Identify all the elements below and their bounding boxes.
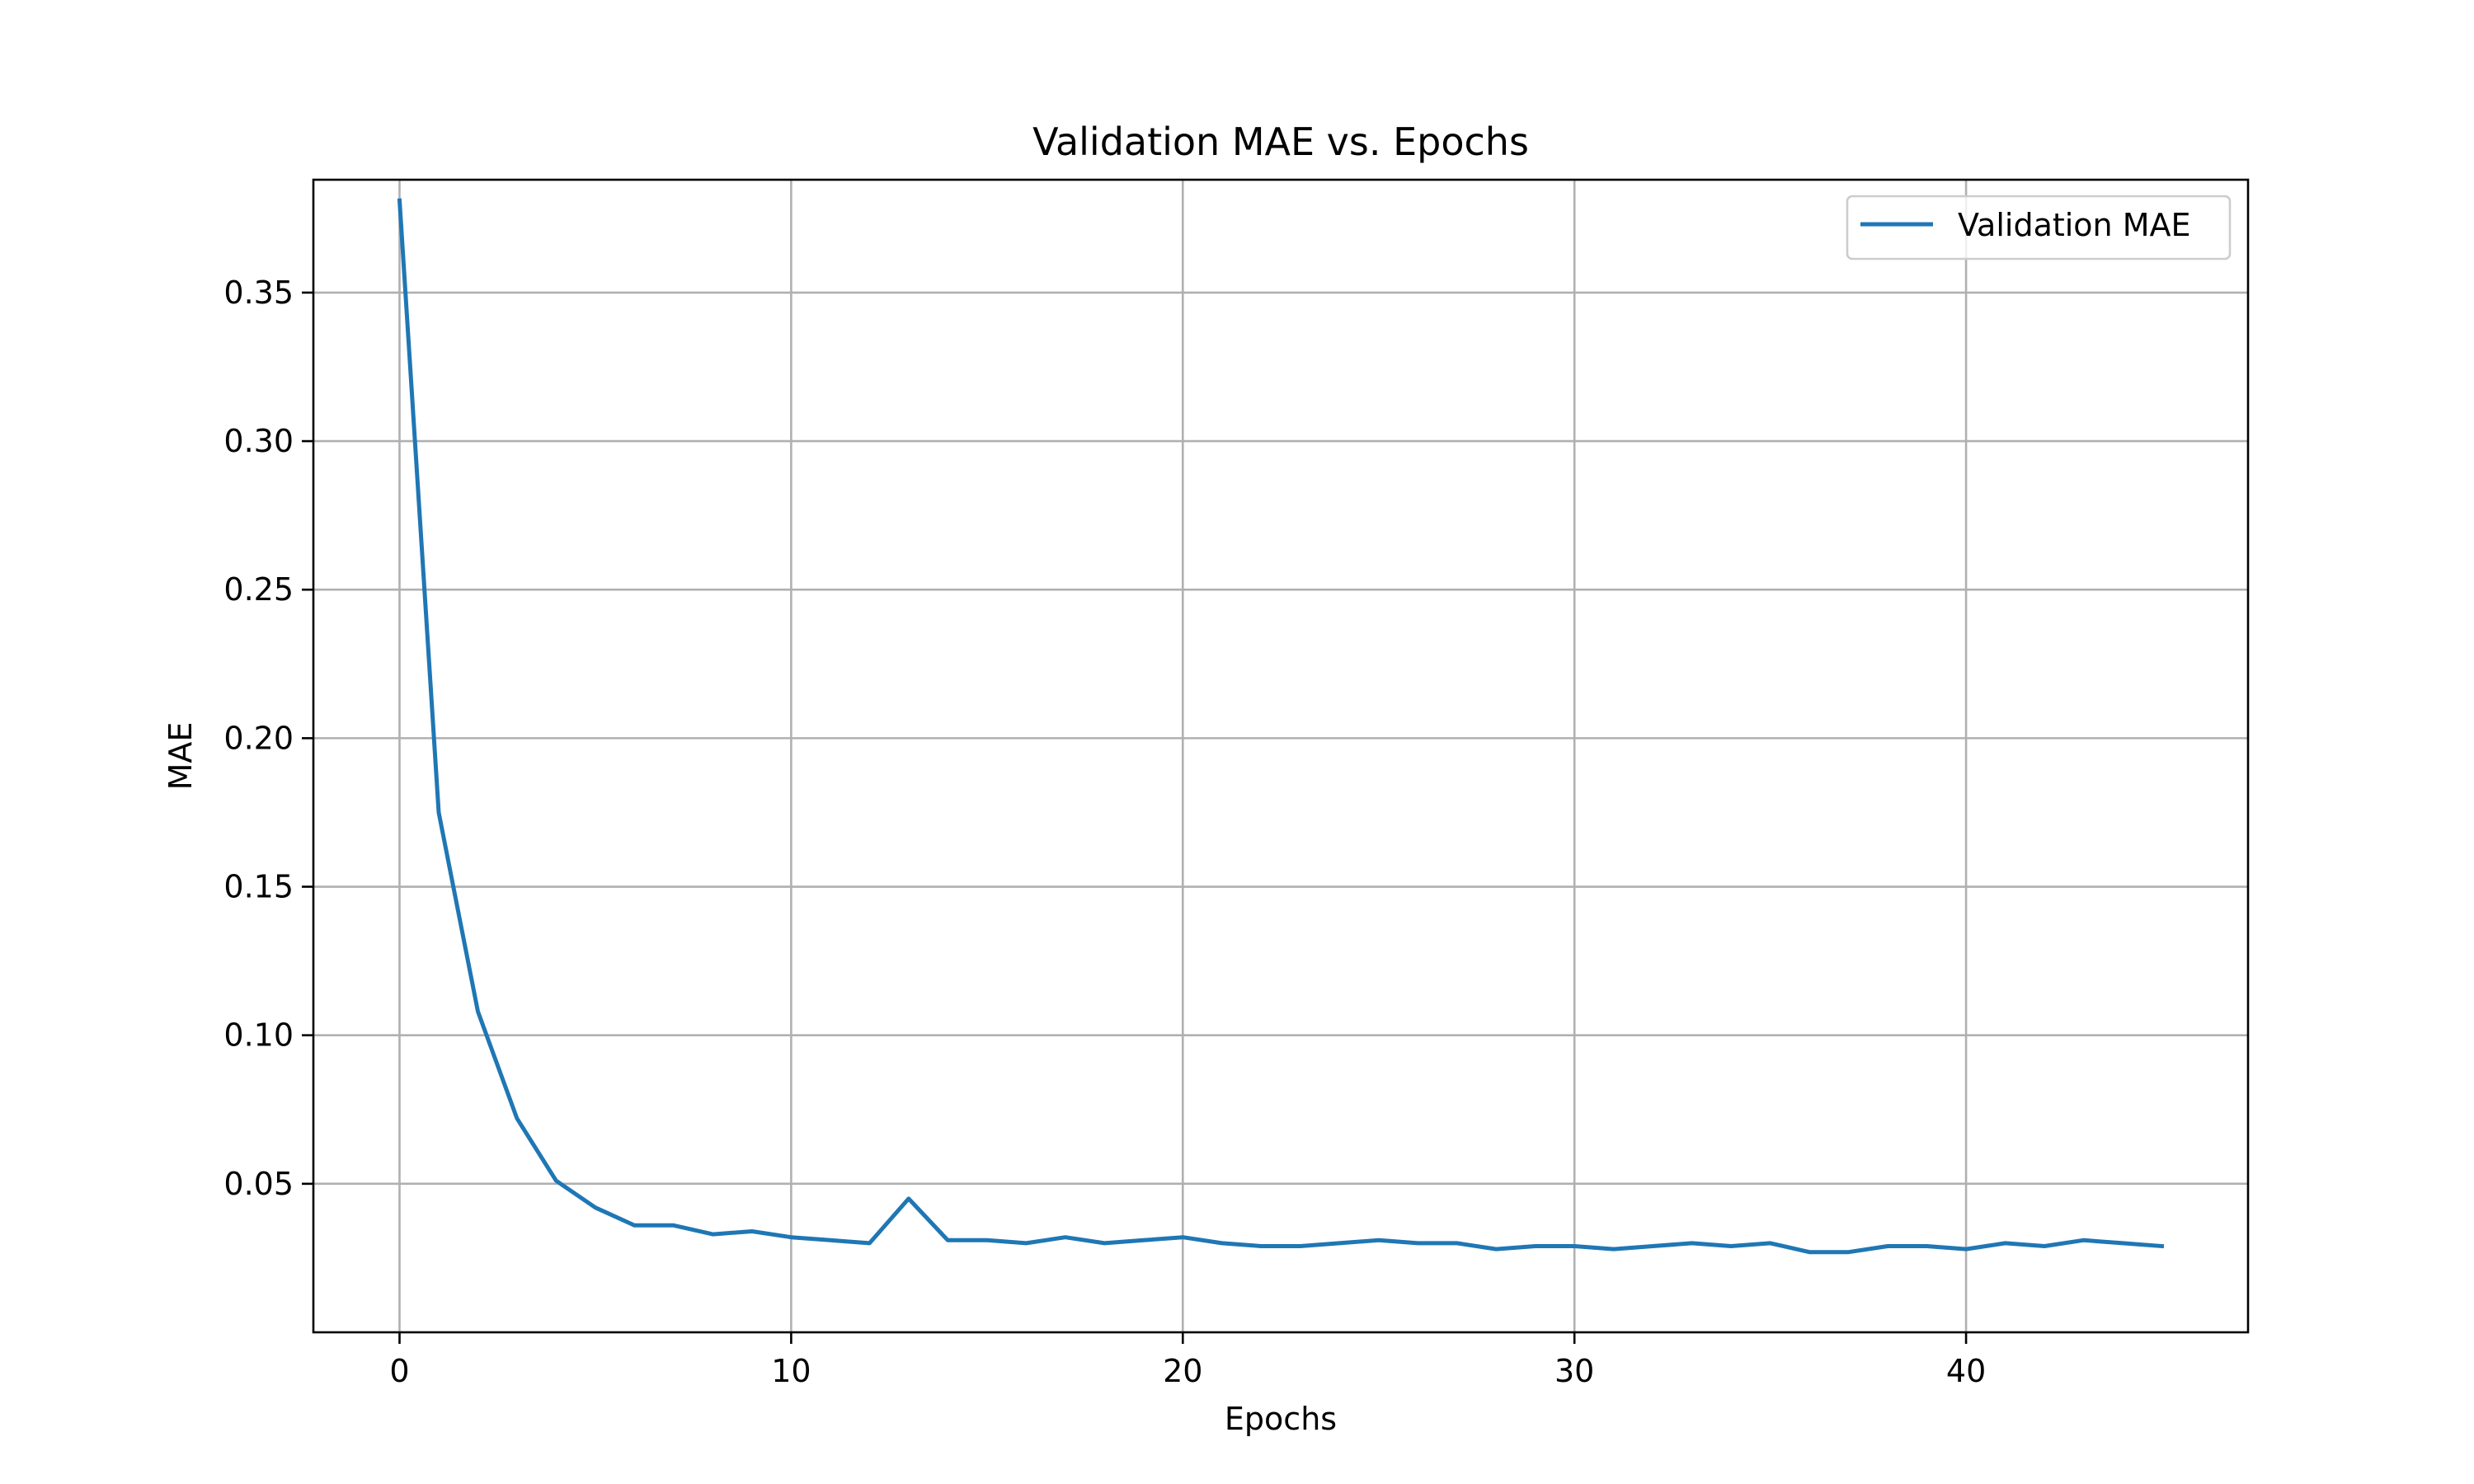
plot-frame	[312, 178, 2250, 1334]
x-tick-label: 30	[1554, 1353, 1594, 1389]
y-axis-ticks: 0.05 0.10 0.15 0.20 0.25 0.30 0.35	[223, 275, 313, 1202]
x-tick-label: 20	[1163, 1353, 1202, 1389]
x-tick-label: 40	[1946, 1353, 1986, 1389]
legend-label-validation-mae: Validation MAE	[1958, 207, 2191, 243]
y-tick-label: 0.35	[223, 275, 294, 311]
y-axis-label: MAE	[162, 722, 199, 791]
y-tick-label: 0.30	[223, 423, 294, 459]
y-tick-label: 0.15	[223, 869, 294, 905]
x-axis-ticks: 0 10 20 30 40	[389, 1332, 1986, 1389]
x-tick-label: 0	[389, 1353, 409, 1389]
x-axis-label: Epochs	[1225, 1401, 1337, 1437]
x-tick-label: 10	[771, 1353, 811, 1389]
legend-box	[1846, 195, 2232, 261]
chart-title: Validation MAE vs. Epochs	[1032, 120, 1529, 164]
y-tick-label: 0.10	[223, 1017, 294, 1054]
series-lines	[397, 198, 2165, 1255]
y-tick-label: 0.20	[223, 720, 294, 756]
series-line-validation-mae	[397, 198, 2165, 1255]
legend: Validation MAE	[1846, 195, 2232, 261]
grid-lines	[313, 180, 2248, 1332]
y-tick-label: 0.05	[223, 1166, 294, 1202]
y-tick-label: 0.25	[223, 571, 294, 608]
